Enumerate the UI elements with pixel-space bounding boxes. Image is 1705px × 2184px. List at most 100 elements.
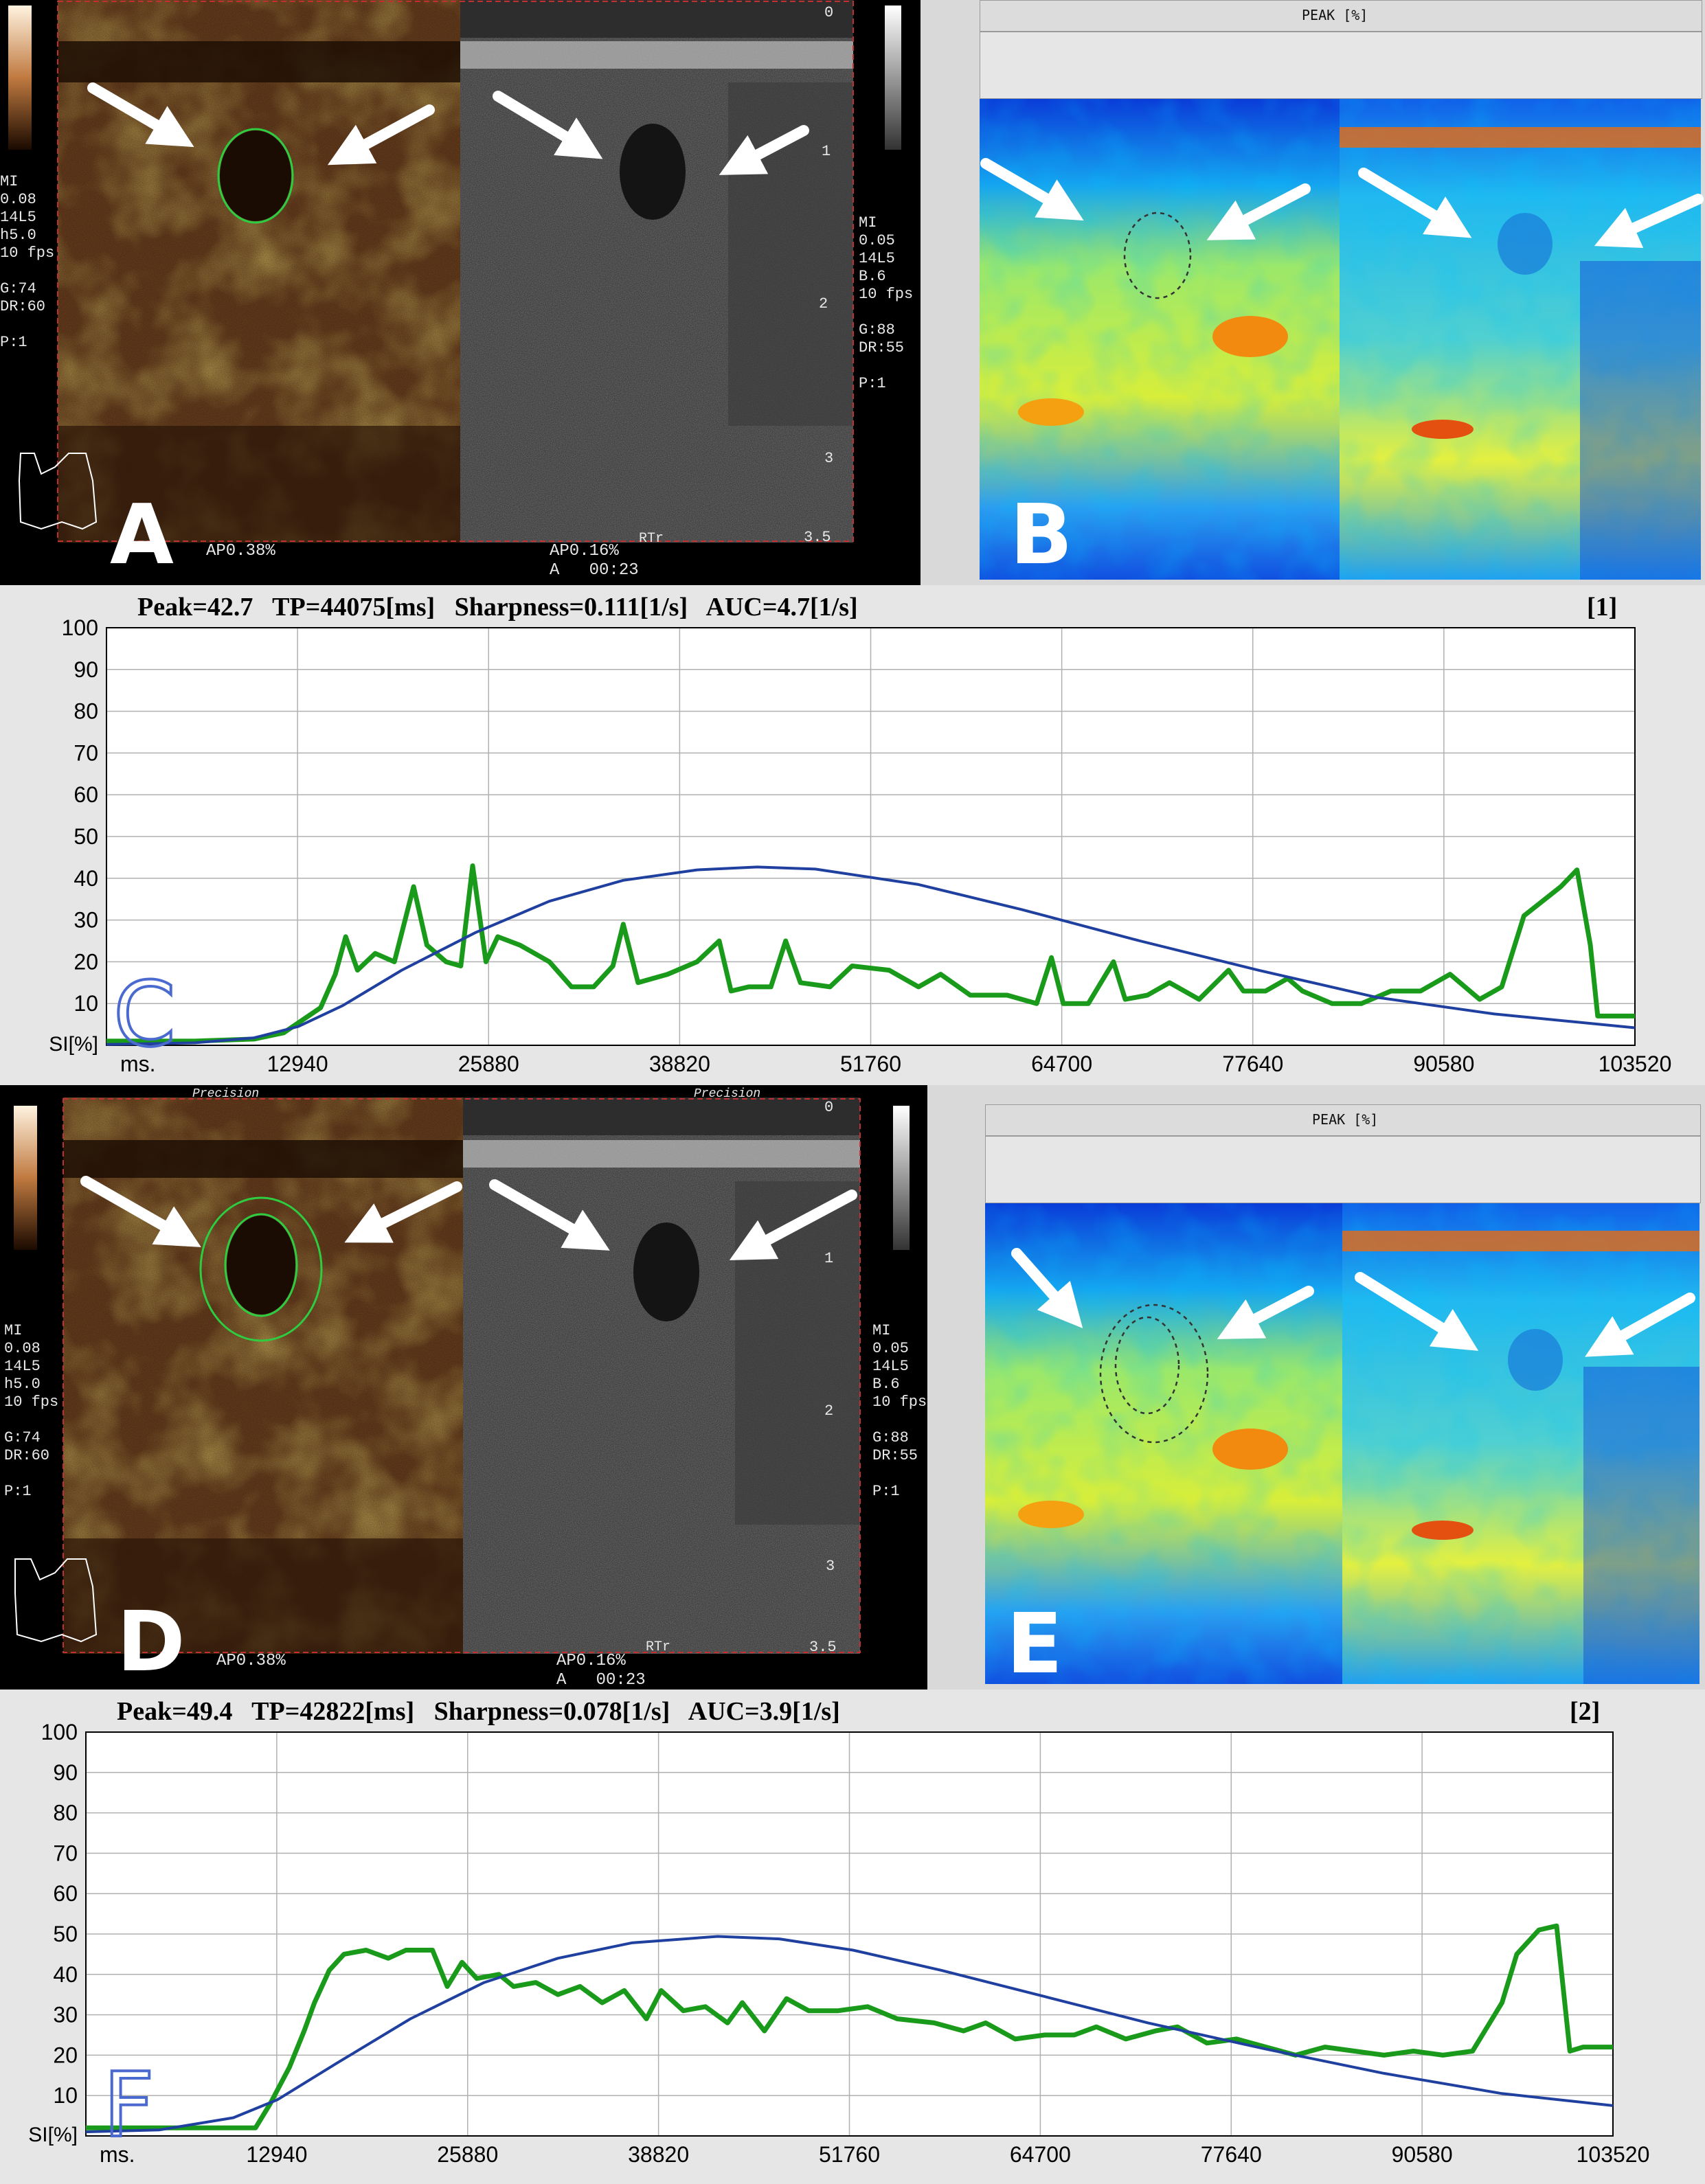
x-axis-label: ms. <box>120 1051 156 1076</box>
y-tick-label: 70 <box>74 740 98 765</box>
arrows-b <box>980 158 1704 249</box>
ultrasound-panel-a: MI 0.08 14L5 h5.0 10 fps G:74 DR:60 P:1 … <box>0 0 921 585</box>
y-tick-label: 80 <box>53 1801 78 1825</box>
x-tick-label: 38820 <box>628 2142 689 2167</box>
y-tick-label: 30 <box>74 908 98 933</box>
timestamp-a: A 00:23 <box>550 561 639 580</box>
peak-title-b: PEAK [%] <box>1302 7 1368 23</box>
rtr-label-a: RTr <box>639 531 664 547</box>
x-tick-label: 90580 <box>1392 2142 1453 2167</box>
y-tick-label: 10 <box>74 991 98 1016</box>
scan-params-right-a: MI 0.05 14L5 B.6 10 fps G:88 DR:55 P:1 <box>859 214 914 392</box>
transducer-icon <box>18 453 98 530</box>
x-tick-label: 25880 <box>437 2142 498 2167</box>
peak-title-e: PEAK [%] <box>1312 1111 1379 1128</box>
parametric-map-e <box>985 1203 1700 1684</box>
roi-outline-a <box>217 128 294 224</box>
y-tick-label: 10 <box>53 2083 78 2108</box>
rtr-label-d: RTr <box>646 1639 671 1655</box>
peak-spacer-e <box>985 1136 1701 1203</box>
depth-tick-1-a: 1 <box>822 143 831 160</box>
series-line-fitted <box>106 865 1636 1046</box>
header-precision-left-d: Precision <box>192 1087 260 1101</box>
grayscale-colorbar <box>885 5 901 150</box>
panel-letter-d: D <box>117 1595 185 1690</box>
series-line-fitted <box>85 1935 1614 2134</box>
peak-title-bar-b <box>980 0 1702 32</box>
scan-params-right-d: MI 0.05 14L5 B.6 10 fps G:88 DR:55 P:1 <box>872 1322 927 1500</box>
roi-id-c: [1] <box>1587 593 1618 622</box>
depth-tick-0-d: 0 <box>824 1099 834 1116</box>
contrast-colorbar <box>8 5 32 150</box>
grayscale-colorbar-d <box>893 1106 910 1250</box>
depth-tick-1-d: 1 <box>824 1250 834 1267</box>
acoustic-power-left-d: AP0.38% <box>216 1652 286 1670</box>
y-tick-label: 100 <box>62 615 98 640</box>
panel-letter-f: F <box>102 2053 156 2157</box>
roi-inner-outline-d <box>224 1213 298 1317</box>
panel-letter-c: C <box>112 962 177 1067</box>
lesion-a-bmode <box>620 124 686 220</box>
y-tick-label: 40 <box>53 1962 78 1987</box>
lesion-d-contrast <box>227 1216 295 1315</box>
roi-inner-outline-e <box>1114 1316 1180 1415</box>
y-tick-label: 20 <box>74 949 98 974</box>
y-tick-label: 100 <box>41 1720 78 1744</box>
y-tick-label: 50 <box>53 1922 78 1946</box>
arrows-e <box>1011 1248 1695 1357</box>
depth-tick-end-d: 3.5 <box>809 1639 837 1656</box>
roi-outer-outline-d <box>199 1196 323 1342</box>
depth-tick-end-a: 3.5 <box>804 529 831 546</box>
y-tick-label: 30 <box>53 2003 78 2027</box>
plot-frame <box>106 627 1636 1046</box>
parametric-map-b <box>980 99 1704 580</box>
y-tick-label: 80 <box>74 699 98 724</box>
parametric-map-panel-b: PEAK [%] B <box>921 0 1705 585</box>
x-tick-label: 51760 <box>819 2142 880 2167</box>
scan-params-left-a: MI 0.08 14L5 h5.0 10 fps G:74 DR:60 P:1 <box>0 173 55 351</box>
x-tick-label: 51760 <box>840 1051 901 1076</box>
chart-title-c: Peak=42.7 TP=44075[ms] Sharpness=0.111[1… <box>137 593 858 622</box>
lesion-d-bmode <box>633 1222 699 1321</box>
x-tick-label: 103520 <box>1599 1051 1672 1076</box>
chart-title-f: Peak=49.4 TP=42822[ms] Sharpness=0.078[1… <box>117 1697 840 1726</box>
arrows-a <box>87 82 809 175</box>
roi-outline-b <box>1123 212 1192 299</box>
depth-tick-2-a: 2 <box>819 295 828 312</box>
depth-tick-3-a: 3 <box>824 450 834 467</box>
acoustic-power-left-a: AP0.38% <box>206 542 275 560</box>
y-tick-label: 50 <box>74 824 98 849</box>
depth-tick-3-d: 3 <box>826 1558 835 1575</box>
peak-title-bar-e <box>985 1104 1701 1136</box>
y-tick-label: 90 <box>53 1760 78 1785</box>
parametric-map-panel-e: PEAK [%] E <box>927 1085 1705 1690</box>
ultrasound-image-d <box>14 1097 910 1654</box>
y-tick-label: 60 <box>53 1881 78 1906</box>
x-tick-label: 64700 <box>1031 1051 1092 1076</box>
contrast-colorbar-d <box>14 1106 37 1250</box>
lesion-a-contrast <box>220 130 291 221</box>
x-tick-label: 25880 <box>458 1051 519 1076</box>
x-tick-label: 103520 <box>1577 2142 1650 2167</box>
ultrasound-image-a <box>8 0 901 543</box>
x-tick-label: 12940 <box>246 2142 307 2167</box>
scan-params-left-d: MI 0.08 14L5 h5.0 10 fps G:74 DR:60 P:1 <box>4 1322 59 1500</box>
depth-tick-2-d: 2 <box>824 1402 834 1420</box>
arrows-d <box>80 1176 857 1261</box>
y-tick-label: 40 <box>74 866 98 891</box>
acoustic-power-mid-a: AP0.16% <box>550 542 619 560</box>
y-tick-label: 90 <box>74 657 98 682</box>
y-axis-label: SI[%] <box>49 1033 98 1056</box>
y-tick-label: 20 <box>53 2043 78 2067</box>
timestamp-d: A 00:23 <box>556 1671 646 1690</box>
series-line-measured <box>86 1923 1613 2130</box>
x-tick-label: 77640 <box>1201 2142 1262 2167</box>
y-axis-label: SI[%] <box>28 2124 78 2146</box>
header-precision-mid-d: Precision <box>694 1087 761 1101</box>
tic-plot-f: 100 90 80 70 60 50 40 30 20 10 12940 25880 38820 5176… <box>28 1720 1650 2167</box>
transducer-icon-d <box>14 1558 98 1643</box>
ultrasound-panel-d: Precision Precision MI 0.08 14L5 h5.0 10… <box>0 1085 927 1690</box>
y-tick-label: 60 <box>74 782 98 807</box>
y-tick-label: 70 <box>53 1841 78 1865</box>
tic-plot-c: 100 90 80 70 60 50 40 30 20 10 12940 25880 38820 5176… <box>49 615 1672 1076</box>
